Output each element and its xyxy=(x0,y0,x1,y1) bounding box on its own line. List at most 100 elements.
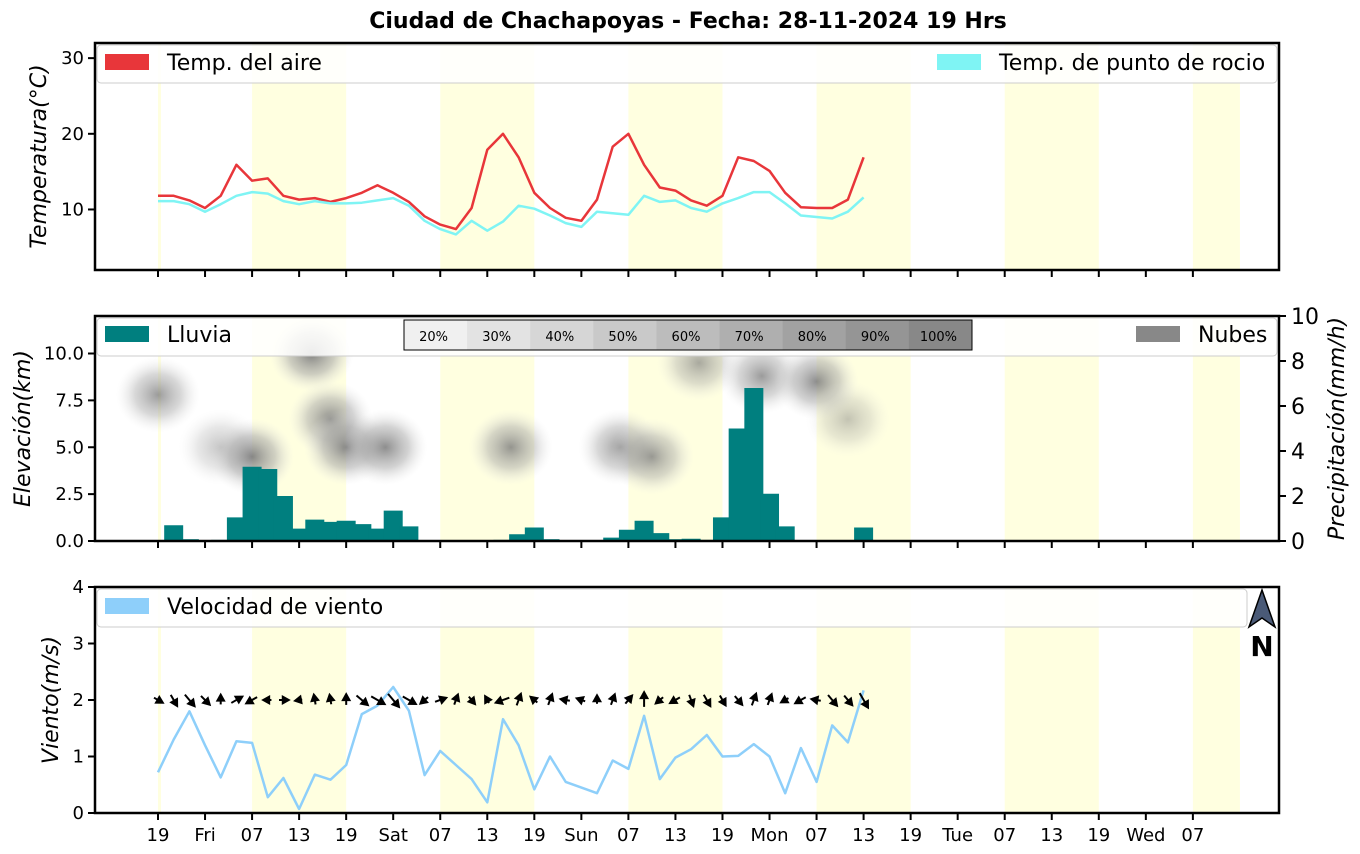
wind-panel: 0 1 2 3 4 19 Fri 07 13 19 Sat 07 13 19 Sun 07 13 19 Mon 07 1… xyxy=(39,577,1281,846)
dew-point-legend-label: Temp. de punto de rocio xyxy=(998,51,1265,76)
rain-legend-label: Lluvia xyxy=(167,323,232,348)
y-right-tick-label: 6 xyxy=(1291,395,1305,420)
wind-arrow xyxy=(843,694,854,707)
rain-bar xyxy=(618,529,638,541)
wind-arrow xyxy=(261,695,272,705)
rain-bar xyxy=(854,527,874,541)
wind-arrow-head xyxy=(186,697,196,708)
wind-arrow-head xyxy=(376,696,387,706)
scale-label: 30% xyxy=(482,330,511,345)
wind-arrow xyxy=(639,690,650,707)
wind-arrow-head xyxy=(528,695,540,706)
x-tick-label: Fri xyxy=(194,825,215,846)
y-tick-label: 5.0 xyxy=(55,437,84,458)
wind-arrow xyxy=(387,693,401,709)
x-tick-label: 13 xyxy=(1040,825,1063,846)
wind-arrow-head xyxy=(359,696,370,707)
wind-arrow-head xyxy=(450,692,461,703)
x-tick-label: Tue xyxy=(941,825,973,846)
scale-cell xyxy=(593,320,657,350)
x-tick-label: 19 xyxy=(1087,825,1110,846)
cloud-blob xyxy=(609,418,694,495)
wind-arrow xyxy=(592,693,602,704)
x-tick-label: Sat xyxy=(378,825,408,846)
wind-speed-line xyxy=(156,685,865,811)
wind-arrow-head xyxy=(293,694,303,705)
wind-arrow-head xyxy=(592,693,602,703)
x-tick-label: 07 xyxy=(241,825,264,846)
wind-arrow-head xyxy=(733,696,744,707)
scale-cell xyxy=(656,320,721,350)
wind-arrow xyxy=(827,694,839,708)
scale-cell xyxy=(908,320,973,350)
wind-arrow-head xyxy=(233,695,245,705)
wind-arrow xyxy=(370,695,387,706)
wind-arrow xyxy=(779,694,790,704)
legend-box xyxy=(96,44,1278,84)
wind-arrow xyxy=(623,694,634,705)
wind-arrow-head xyxy=(654,695,665,705)
wind-arrow xyxy=(493,695,510,705)
wind-arrow xyxy=(793,695,807,705)
chart-title: Ciudad de Chachapoyas - Fecha: 28-11-202… xyxy=(369,9,1007,34)
y-axis-label: Temperatura(°C) xyxy=(27,64,52,248)
wind-arrow xyxy=(607,692,618,706)
cloud-blob xyxy=(343,409,428,486)
scale-cell xyxy=(530,320,594,350)
wind-arrow xyxy=(244,695,258,705)
rain-bar xyxy=(399,526,419,541)
rain-bar xyxy=(320,521,340,541)
wind-arrow xyxy=(764,692,774,706)
wind-arrow-head xyxy=(828,697,839,708)
wind-arrow-head xyxy=(574,695,585,706)
wind-arrow-head xyxy=(154,694,165,704)
rain-bar xyxy=(226,517,246,541)
wind-arrow-head xyxy=(466,695,477,706)
scale-cell xyxy=(845,320,910,350)
wind-arrow xyxy=(169,694,179,708)
y-tick-label: 10.0 xyxy=(44,344,84,365)
y-tick-label: 20 xyxy=(61,124,84,145)
wind-arrow-head xyxy=(310,692,320,703)
wind-arrow-head xyxy=(793,695,804,705)
x-tick-label: 19 xyxy=(523,825,546,846)
axes-frame xyxy=(93,314,1281,543)
scale-label: 40% xyxy=(545,330,574,345)
wind-arrow xyxy=(702,694,712,708)
x-tick-label: 19 xyxy=(147,825,170,846)
wind-arrow xyxy=(654,695,665,705)
legend-box xyxy=(96,588,1248,628)
rain-bar xyxy=(712,517,732,541)
wind-arrow xyxy=(293,694,303,705)
rain-bar xyxy=(728,428,748,541)
dew-point-line xyxy=(158,190,865,236)
y-right-tick-label: 4 xyxy=(1291,440,1305,465)
rain-bar xyxy=(352,524,372,541)
y-tick-label: 2.5 xyxy=(55,484,84,505)
wind-arrow xyxy=(434,695,449,705)
wind-arrow xyxy=(858,692,870,710)
wind-arrow xyxy=(574,695,586,706)
wind-arrow xyxy=(450,692,461,705)
y-tick-label: 0.0 xyxy=(55,531,84,552)
x-tick-label: 07 xyxy=(805,825,828,846)
wind-arrow-head xyxy=(623,694,634,705)
wind-arrow-head xyxy=(418,695,429,705)
wind-arrow xyxy=(668,695,681,705)
rain-bar xyxy=(242,466,262,541)
scale-label: 50% xyxy=(608,330,637,345)
wind-arrow-head xyxy=(325,692,336,703)
wind-arrow xyxy=(355,694,370,707)
cloud-legend-swatch xyxy=(1136,326,1180,342)
wind-arrow xyxy=(310,692,320,705)
wind-arrow xyxy=(325,692,336,705)
y-right-tick-label: 0 xyxy=(1291,530,1305,555)
x-tick-label: Sun xyxy=(564,825,598,846)
x-tick-label: 19 xyxy=(899,825,922,846)
x-tick-label: 07 xyxy=(429,825,452,846)
y-right-tick-label: 10 xyxy=(1291,305,1319,330)
dew-point-legend-swatch xyxy=(937,54,981,70)
x-tick-label: 07 xyxy=(1181,825,1204,846)
rain-bar xyxy=(336,520,356,541)
